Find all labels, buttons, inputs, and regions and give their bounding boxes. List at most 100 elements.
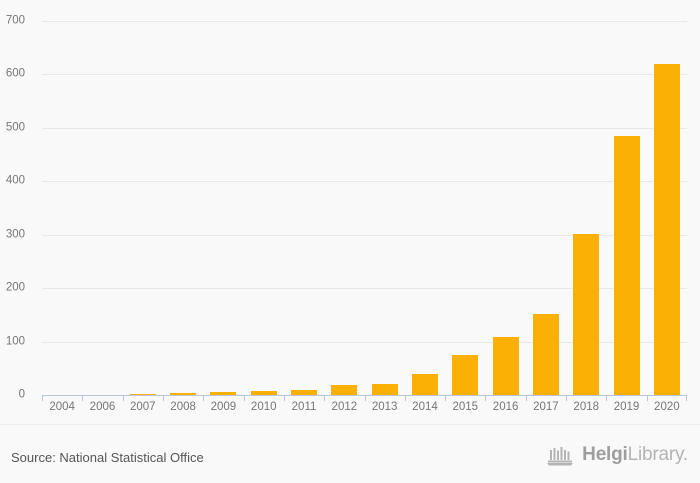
x-tick-label-2019: 2019 — [613, 401, 640, 413]
y-tick-label: 300 — [5, 227, 25, 240]
x-tick-cell — [42, 395, 82, 401]
bar-slot — [606, 21, 646, 395]
bar-2009[interactable] — [210, 391, 237, 395]
logo-word-library: Library — [627, 444, 683, 465]
library-building-icon — [546, 444, 576, 466]
bar-series — [42, 21, 687, 395]
x-tick-cell — [243, 395, 284, 401]
bar-slot — [163, 21, 203, 395]
x-tick-cell — [445, 395, 485, 401]
y-tick-label: 200 — [5, 281, 25, 294]
x-tick-cell — [122, 395, 163, 401]
x-tick-mark — [283, 395, 285, 401]
x-tick-mark — [162, 395, 164, 401]
x-tick-mark — [646, 395, 648, 401]
x-tick-mark — [606, 395, 608, 401]
bar-2018[interactable] — [573, 234, 600, 395]
x-tick-mark — [42, 395, 43, 401]
x-tick-cell — [606, 395, 646, 401]
x-tick-cell — [283, 395, 324, 401]
footer-divider — [0, 424, 700, 425]
gridline-600 — [42, 74, 687, 76]
x-tick-label-2008: 2008 — [170, 401, 196, 413]
x-tick-mark — [364, 395, 366, 401]
x-tick-label-2006: 2006 — [89, 401, 116, 413]
x-tick-mark — [203, 395, 205, 401]
x-tick-label-2015: 2015 — [452, 401, 479, 413]
bar-2019[interactable] — [613, 136, 640, 395]
bar-2014[interactable] — [411, 374, 438, 395]
x-tick-cell — [203, 395, 243, 401]
gridline-100 — [42, 341, 687, 343]
x-tick-label-2010: 2010 — [250, 401, 277, 413]
bar-2015[interactable] — [452, 354, 479, 395]
helgi-library-logo[interactable]: HelgiLibrary. — [546, 444, 688, 466]
y-tick-label: 500 — [5, 121, 25, 134]
bar-slot — [203, 21, 243, 395]
x-tick-mark — [122, 395, 124, 401]
bar-slot — [42, 21, 82, 395]
x-tick-mark — [243, 395, 245, 401]
x-tick-mark — [404, 395, 406, 401]
x-tick-mark — [686, 395, 687, 401]
source-note: Source: National Statistical Office — [11, 450, 204, 465]
y-tick-label: 400 — [5, 174, 25, 187]
bar-2010[interactable] — [250, 390, 277, 395]
x-tick-label-2011: 2011 — [291, 401, 317, 413]
x-tick-label-2020: 2020 — [654, 401, 680, 413]
x-tick-label-2007: 2007 — [129, 401, 156, 413]
bar-2020[interactable] — [653, 64, 680, 395]
x-tick-label-2009: 2009 — [210, 401, 237, 413]
gridline-500 — [42, 127, 687, 129]
bar-slot — [324, 21, 364, 395]
y-tick-label: 100 — [5, 334, 25, 347]
bar-2007[interactable] — [129, 393, 156, 395]
x-tick-mark — [445, 395, 447, 401]
gridline-300 — [42, 234, 687, 236]
x-tick-label-2017: 2017 — [533, 401, 559, 413]
logo-word-helgi: Helgi — [582, 444, 628, 465]
bar-slot — [123, 21, 163, 395]
x-tick-cell — [364, 395, 405, 401]
x-tick-label-2018: 2018 — [573, 401, 600, 413]
bar-2016[interactable] — [492, 337, 519, 395]
x-axis-labels: 2004 2006 2007 2008 2009 2010 2011 2012 2013 2014… — [42, 401, 687, 414]
x-tick-cell — [404, 395, 445, 401]
x-tick-label-2014: 2014 — [412, 401, 438, 413]
bar-slot — [445, 21, 485, 395]
bar-slot — [244, 21, 284, 395]
x-tick-cell — [162, 395, 203, 401]
x-tick-label-2013: 2013 — [371, 401, 398, 413]
x-tick-label-2004: 2004 — [49, 401, 75, 413]
x-tick-mark — [82, 395, 84, 401]
bar-2011[interactable] — [291, 389, 318, 395]
x-tick-mark — [485, 395, 487, 401]
logo-wordmark: HelgiLibrary. — [582, 444, 688, 465]
x-tick-label-2012: 2012 — [331, 401, 358, 413]
x-tick-cell — [566, 395, 606, 401]
y-tick-label: 600 — [5, 67, 25, 80]
x-tick-cell — [646, 395, 687, 401]
y-tick-label: 0 — [18, 388, 25, 401]
bar-slot — [82, 21, 122, 395]
bar-slot — [485, 21, 525, 395]
x-tick-label-2016: 2016 — [492, 401, 519, 413]
x-tick-cell — [82, 395, 122, 401]
gridline-200 — [42, 288, 687, 290]
bar-2013[interactable] — [371, 383, 398, 395]
bar-slot — [566, 21, 606, 395]
bar-2017[interactable] — [532, 314, 559, 395]
x-tick-mark — [566, 395, 568, 401]
bar-slot — [284, 21, 324, 395]
gridline-400 — [42, 181, 687, 183]
x-tick-cell — [485, 395, 525, 401]
gridline-700 — [42, 21, 687, 22]
x-tick-mark — [525, 395, 527, 401]
bar-slot — [647, 21, 687, 395]
y-tick-label: 700 — [5, 14, 25, 27]
x-tick-mark — [324, 395, 326, 401]
bar-slot — [526, 21, 566, 395]
bar-2012[interactable] — [331, 384, 358, 395]
bar-2008[interactable] — [170, 393, 197, 395]
